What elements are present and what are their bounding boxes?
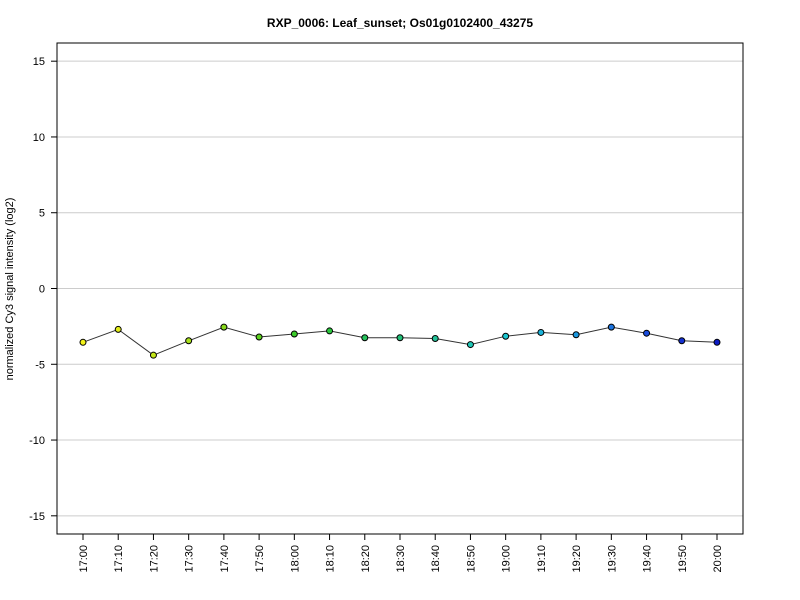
x-tick-label: 17:20: [148, 545, 160, 573]
data-point: [220, 323, 228, 331]
chart-title: RXP_0006: Leaf_sunset; Os01g0102400_4327…: [267, 16, 534, 30]
data-points: [79, 323, 721, 359]
data-point: [607, 323, 615, 331]
y-tick-label: -15: [29, 511, 45, 523]
x-tick-label: 18:50: [465, 545, 477, 573]
x-tick-label: 17:40: [219, 545, 231, 573]
data-point: [79, 338, 87, 346]
data-point: [431, 335, 439, 343]
data-point: [114, 325, 122, 333]
data-point: [572, 331, 580, 339]
data-point: [149, 351, 157, 359]
data-point: [185, 337, 193, 345]
x-tick-label: 18:30: [395, 545, 407, 573]
x-tick-label: 19:10: [536, 545, 548, 573]
y-tick-label: 0: [39, 284, 45, 296]
data-point: [466, 341, 474, 349]
x-axis: 17:00 17:10 17:20 17:30 17:40 17:50 18:00 18:10…: [78, 534, 724, 573]
x-tick-label: 17:00: [78, 545, 90, 573]
y-tick-label: -5: [35, 359, 45, 371]
x-tick-label: 18:10: [325, 545, 337, 573]
y-tick-label: 10: [33, 132, 45, 144]
x-tick-label: 18:20: [360, 545, 372, 573]
data-point: [643, 329, 651, 337]
y-axis-label: normalized Cy3 signal intensity (log2): [4, 198, 16, 381]
data-point: [255, 333, 263, 341]
x-tick-label: 19:40: [642, 545, 654, 573]
data-point: [326, 327, 334, 335]
x-tick-label: 19:30: [606, 545, 618, 573]
x-tick-label: 17:30: [184, 545, 196, 573]
x-tick-label: 19:00: [501, 545, 513, 573]
data-point: [537, 328, 545, 336]
x-tick-label: 18:00: [289, 545, 301, 573]
y-tick-label: -10: [29, 435, 45, 447]
y-tick-label: 5: [39, 208, 45, 220]
grid-lines: [57, 60, 743, 517]
data-point: [713, 338, 721, 346]
x-tick-label: 19:50: [677, 545, 689, 573]
x-tick-label: 18:40: [430, 545, 442, 573]
y-axis: -15 -10 -5 0 5 10 15: [29, 56, 57, 523]
data-point: [502, 332, 510, 340]
data-point: [396, 334, 404, 342]
plot-frame: [56, 42, 744, 535]
data-point: [361, 334, 369, 342]
data-point: [678, 337, 686, 345]
data-point: [290, 330, 298, 338]
x-tick-label: 17:50: [254, 545, 266, 573]
x-tick-label: 17:10: [113, 545, 125, 573]
y-tick-label: 15: [33, 56, 45, 68]
x-tick-label: 20:00: [712, 545, 724, 573]
x-tick-label: 19:20: [571, 545, 583, 573]
